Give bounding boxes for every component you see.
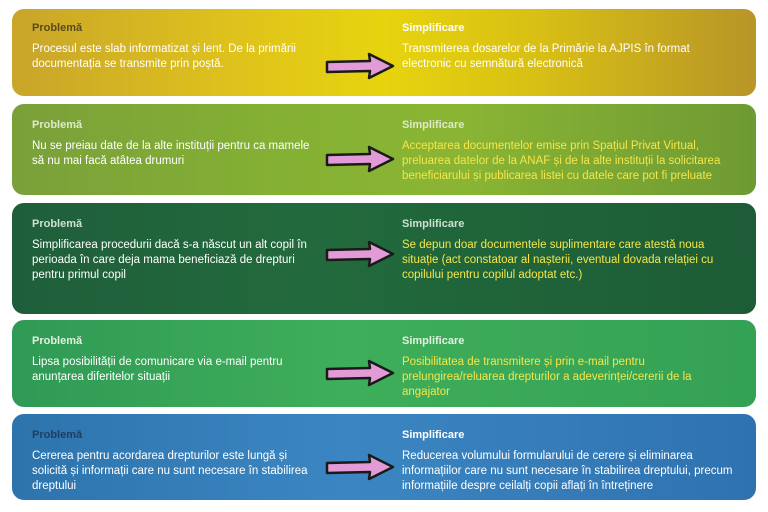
solution-label: Simplificare (402, 218, 465, 230)
problem-text: Cererea pentru acordarea drepturilor est… (32, 450, 308, 492)
solution-text: Transmiterea dosarelor de la Primărie la… (402, 43, 690, 70)
problem-label: Problemă (32, 22, 83, 34)
problem-text: Simplificarea procedurii dacă s-a născut… (32, 239, 307, 281)
solution-column: Simplificare Transmiterea dosarelor de l… (402, 21, 742, 72)
problem-label: Problemă (32, 429, 83, 441)
problem-text: Nu se preiau date de la alte instituții … (32, 140, 310, 167)
arrow-right-icon (325, 52, 395, 80)
problem-column: Problemă Simplificarea procedurii dacă s… (32, 217, 322, 283)
problem-text: Lipsa posibilității de comunicare via e-… (32, 356, 283, 383)
solution-text: Se depun doar documentele suplimentare c… (402, 239, 714, 281)
problem-column: Problemă Cererea pentru acordarea dreptu… (32, 428, 322, 494)
problem-label: Problemă (32, 335, 83, 347)
row-panel-5: Problemă Cererea pentru acordarea dreptu… (12, 414, 756, 500)
problem-column: Problemă Nu se preiau date de la alte in… (32, 118, 322, 169)
row-panel-3: Problemă Simplificarea procedurii dacă s… (12, 203, 756, 314)
solution-column: Simplificare Acceptarea documentelor emi… (402, 118, 742, 184)
solution-text: Acceptarea documentelor emise prin Spați… (402, 140, 721, 182)
row-panel-1: Problemă Procesul este slab informatizat… (12, 9, 756, 96)
arrow-right-icon (325, 240, 395, 268)
solution-label: Simplificare (402, 22, 465, 34)
solution-column: Simplificare Se depun doar documentele s… (402, 217, 742, 283)
solution-label: Simplificare (402, 429, 465, 441)
arrow-right-icon (325, 359, 395, 387)
arrow-right-icon (325, 453, 395, 481)
problem-column: Problemă Procesul este slab informatizat… (32, 21, 322, 72)
solution-text: Reducerea volumului formularului de cere… (402, 450, 733, 492)
problem-text: Procesul este slab informatizat și lent.… (32, 43, 296, 70)
row-panel-4: Problemă Lipsa posibilității de comunica… (12, 320, 756, 407)
solution-label: Simplificare (402, 119, 465, 131)
solution-column: Simplificare Posibilitatea de transmiter… (402, 334, 742, 400)
solution-label: Simplificare (402, 335, 465, 347)
row-panel-2: Problemă Nu se preiau date de la alte in… (12, 104, 756, 195)
problem-label: Problemă (32, 119, 83, 131)
arrow-right-icon (325, 145, 395, 173)
problem-column: Problemă Lipsa posibilității de comunica… (32, 334, 322, 385)
solution-text: Posibilitatea de transmitere și prin e-m… (402, 356, 692, 398)
solution-column: Simplificare Reducerea volumului formula… (402, 428, 742, 494)
problem-label: Problemă (32, 218, 83, 230)
